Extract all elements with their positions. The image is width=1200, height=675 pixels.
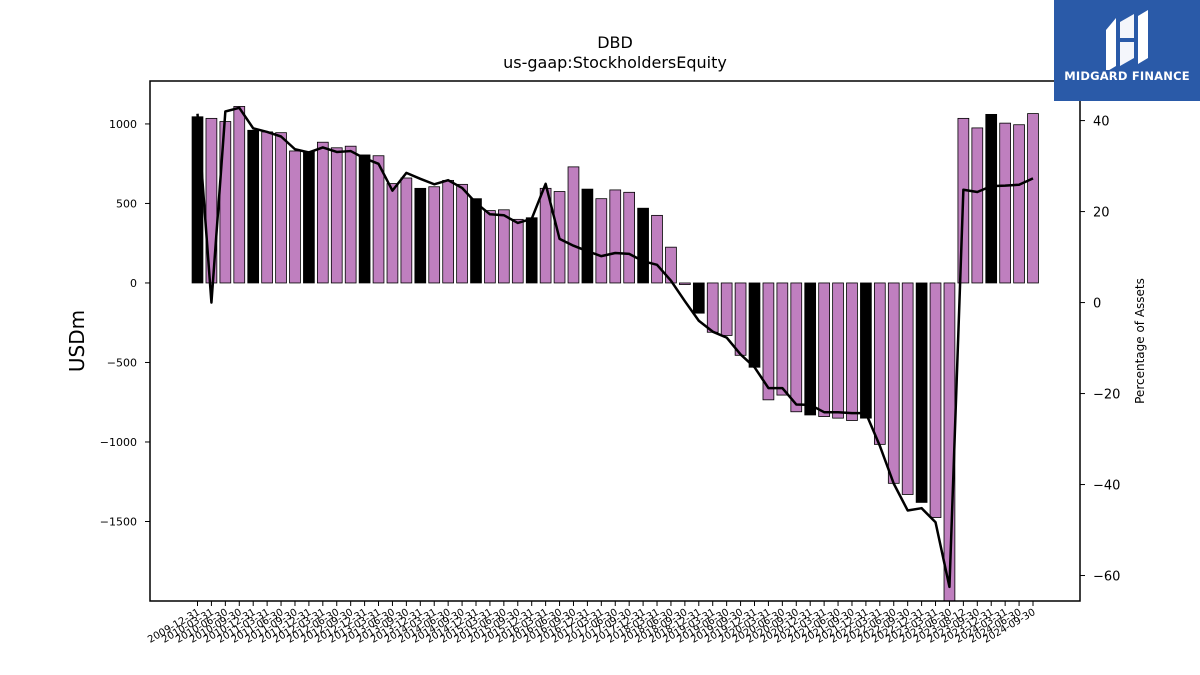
- y-tick-label: −1000: [100, 436, 137, 449]
- bar-2013-06-30: [386, 183, 399, 284]
- bar-2020-12-31: [804, 282, 817, 416]
- bar-2017-06-30: [609, 189, 622, 284]
- bar-2024-03-31: [999, 122, 1011, 284]
- percentage-line: [196, 106, 1034, 589]
- bar-2021-03-31: [818, 282, 830, 417]
- bar-2016-09-30: [567, 166, 580, 284]
- y-tick-label: 0: [130, 277, 137, 290]
- y-tick-label: −500: [107, 356, 137, 369]
- midgard-finance-logo: MIDGARD FINANCE: [1054, 0, 1200, 101]
- bar-2011-09-30: [289, 150, 301, 284]
- y-axis-right: −60 −40 −20 0 20 40: [1080, 115, 1120, 585]
- bar-2012-12-31: [358, 154, 371, 284]
- y-tick-label: −1500: [100, 515, 137, 528]
- bar-2021-09-30: [846, 282, 858, 421]
- bar-2015-06-30: [498, 209, 510, 284]
- bar-2018-09-30: [679, 282, 691, 285]
- bar-2024-09-30: [1027, 113, 1039, 284]
- bar-2014-03-31: [428, 186, 441, 284]
- logo-text: MIDGARD FINANCE: [1064, 69, 1190, 83]
- bar-2018-06-30: [665, 246, 677, 284]
- bar-2020-03-31: [762, 282, 775, 401]
- bar-2010-12-31: [247, 129, 260, 284]
- x-axis: 2009-12-312010-03-312010-06-302010-09-30…: [146, 601, 1038, 646]
- bar-2022-06-30: [887, 282, 900, 484]
- y2-tick-label: −20: [1093, 388, 1120, 403]
- bar-2011-03-31: [261, 131, 273, 284]
- bar-2021-06-30: [832, 282, 844, 419]
- bar-2018-03-31: [651, 214, 663, 284]
- bar-2017-03-31: [595, 198, 608, 284]
- bar-2023-03-31: [929, 282, 942, 518]
- bar-2015-03-31: [484, 210, 496, 284]
- y-axis-left: −1500 −1000 −500 0 500 1000: [100, 118, 150, 528]
- bar-2012-06-30: [330, 147, 343, 284]
- bar-2023-12-31: [985, 113, 998, 284]
- bar-2022-12-31: [915, 282, 928, 503]
- y2-axis-label: Percentage of Assets: [1133, 278, 1147, 404]
- y2-tick-label: 0: [1093, 297, 1101, 312]
- chart-title: DBD: [597, 33, 633, 52]
- bar-2017-09-30: [623, 191, 635, 284]
- bar-2009-12-31: [191, 116, 204, 284]
- y2-tick-label: −40: [1093, 479, 1120, 494]
- y2-tick-label: −60: [1093, 570, 1120, 585]
- y2-tick-label: 40: [1093, 115, 1110, 130]
- y-axis-label: USDm: [65, 310, 89, 372]
- bar-2019-03-31: [706, 282, 719, 333]
- y-tick-label: 1000: [109, 118, 137, 131]
- bar-2010-09-30: [233, 106, 246, 284]
- logo-mark-icon: [1106, 10, 1148, 70]
- bar-series: [191, 106, 1039, 602]
- bar-2012-09-30: [344, 145, 357, 284]
- bar-2022-03-31: [873, 282, 886, 445]
- bar-2013-09-30: [400, 177, 413, 284]
- bar-2021-12-31: [860, 282, 872, 419]
- chart-subtitle: us-gaap:StockholdersEquity: [503, 53, 727, 72]
- bar-2020-09-30: [790, 282, 803, 413]
- bar-2012-03-31: [316, 141, 329, 284]
- bar-2014-12-31: [470, 198, 482, 284]
- bar-2024-06-30: [1013, 124, 1025, 284]
- bar-2016-12-31: [581, 188, 594, 284]
- percentage-line-series: [196, 106, 1034, 589]
- bar-2018-12-31: [692, 282, 705, 314]
- y2-tick-label: 20: [1093, 206, 1110, 221]
- bar-2015-09-30: [511, 218, 524, 284]
- bar-2010-06-30: [219, 121, 232, 284]
- bar-2020-06-30: [776, 282, 789, 396]
- bar-2013-12-31: [414, 187, 427, 284]
- bar-2011-06-30: [275, 132, 287, 284]
- bar-2023-09-30: [971, 127, 984, 284]
- bar-2013-03-31: [372, 155, 385, 284]
- bar-2014-06-30: [442, 179, 454, 284]
- bar-2022-09-30: [901, 282, 914, 495]
- bar-2014-09-30: [456, 183, 468, 284]
- bar-2015-12-31: [525, 217, 538, 284]
- bar-2010-03-31: [205, 117, 218, 284]
- bar-2019-12-31: [748, 282, 761, 368]
- bar-2019-09-30: [734, 282, 747, 356]
- y-tick-label: 500: [116, 197, 137, 210]
- bar-2019-06-30: [720, 282, 733, 336]
- bar-2011-12-31: [303, 151, 315, 284]
- bar-2017-12-31: [637, 207, 649, 284]
